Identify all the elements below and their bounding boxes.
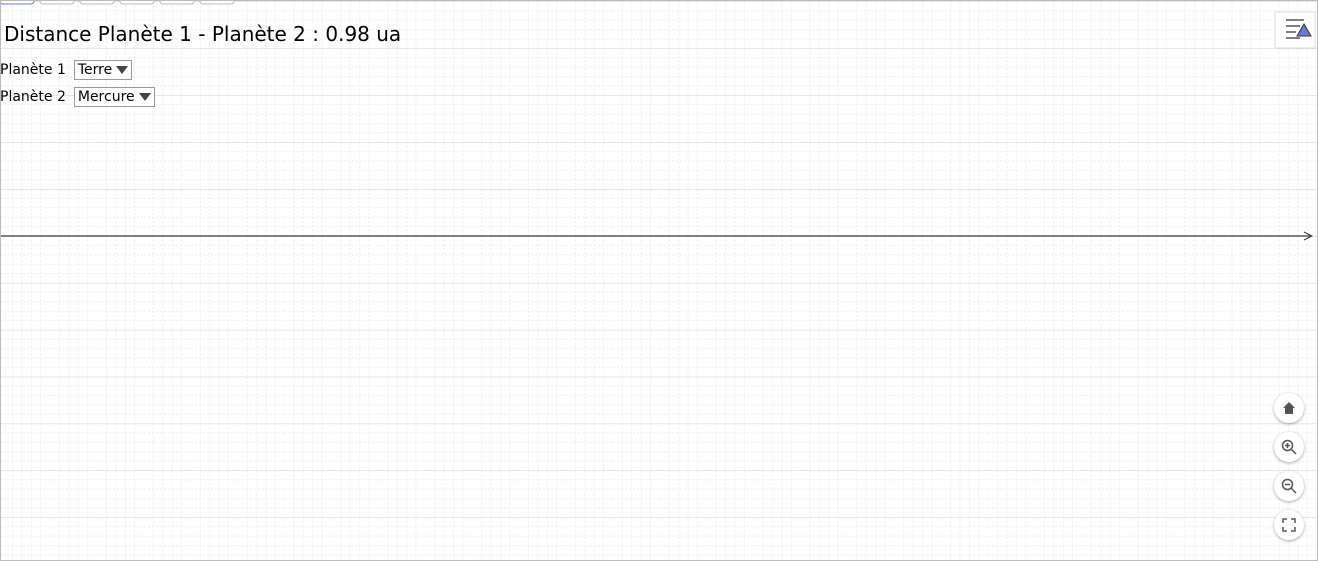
- icon: [1281, 439, 1297, 455]
- control-label: Planète 2: [0, 89, 66, 105]
- axis-arrow: [1303, 231, 1314, 241]
- icon: [1281, 478, 1297, 494]
- dropdown[interactable]: Mercure: [73, 87, 155, 107]
- zoom-out-button[interactable]: [1274, 471, 1304, 501]
- control-label: Planète 1: [0, 62, 66, 78]
- dropdown-value: Terre: [77, 62, 113, 78]
- menu-icon: [1286, 19, 1304, 39]
- title: Distance Planète 1 - Planète 2 : 0.98 ua: [4, 22, 402, 46]
- style-bar-toggle[interactable]: [1274, 11, 1316, 49]
- zoom-in-button[interactable]: [1274, 432, 1304, 462]
- control-row: Planète 2 Mercure: [0, 87, 155, 107]
- dropdown-value: Mercure: [77, 89, 135, 105]
- control-row: Planète 1 Terre: [0, 60, 133, 80]
- dropdown[interactable]: Terre: [73, 60, 133, 80]
- icon: [1283, 402, 1295, 414]
- fullscreen-button[interactable]: [1274, 510, 1304, 540]
- home-button[interactable]: [1274, 393, 1304, 423]
- shape-icon: [1296, 23, 1312, 37]
- icon: [1282, 518, 1296, 532]
